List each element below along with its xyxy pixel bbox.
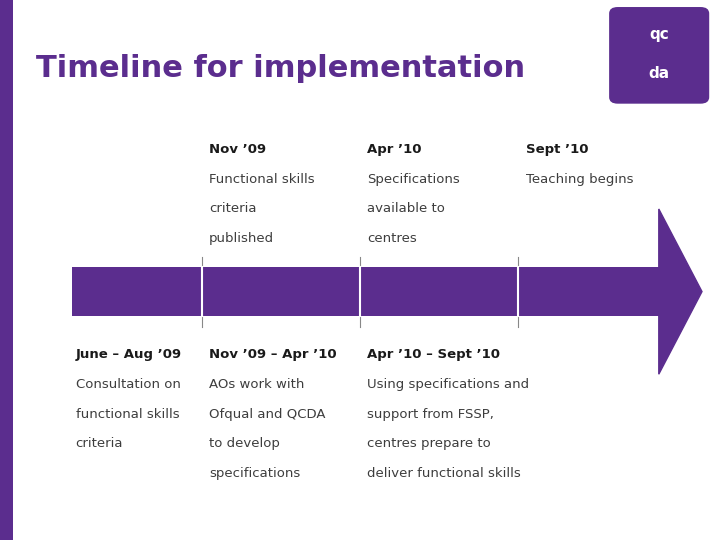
Text: centres prepare to: centres prepare to	[367, 437, 491, 450]
Text: June – Aug ’09: June – Aug ’09	[76, 348, 181, 361]
Text: criteria: criteria	[209, 202, 256, 215]
Text: Nov ’09 – Apr ’10: Nov ’09 – Apr ’10	[209, 348, 336, 361]
FancyBboxPatch shape	[609, 7, 709, 104]
Text: Specifications: Specifications	[367, 173, 460, 186]
Text: available to: available to	[367, 202, 445, 215]
Bar	[0, 0, 13, 540]
Text: Nov ’09: Nov ’09	[209, 143, 266, 156]
Text: to develop: to develop	[209, 437, 279, 450]
Text: criteria: criteria	[76, 437, 123, 450]
Text: Timeline for implementation: Timeline for implementation	[36, 54, 525, 83]
Text: Sept ’10: Sept ’10	[526, 143, 588, 156]
Text: AOs work with: AOs work with	[209, 378, 304, 391]
Polygon shape	[659, 209, 702, 374]
Text: specifications: specifications	[209, 467, 300, 480]
Text: support from FSSP,: support from FSSP,	[367, 408, 494, 421]
Text: Teaching begins: Teaching begins	[526, 173, 633, 186]
Bar	[72, 267, 659, 316]
Text: centres: centres	[367, 232, 417, 245]
Text: Consultation on: Consultation on	[76, 378, 181, 391]
Text: deliver functional skills: deliver functional skills	[367, 467, 521, 480]
Text: Functional skills: Functional skills	[209, 173, 315, 186]
Text: Apr ’10: Apr ’10	[367, 143, 422, 156]
Text: qc: qc	[649, 27, 669, 42]
Text: da: da	[649, 66, 670, 81]
Text: Ofqual and QCDA: Ofqual and QCDA	[209, 408, 325, 421]
Text: functional skills: functional skills	[76, 408, 179, 421]
Text: published: published	[209, 232, 274, 245]
Text: Using specifications and: Using specifications and	[367, 378, 529, 391]
Text: Apr ’10 – Sept ’10: Apr ’10 – Sept ’10	[367, 348, 500, 361]
